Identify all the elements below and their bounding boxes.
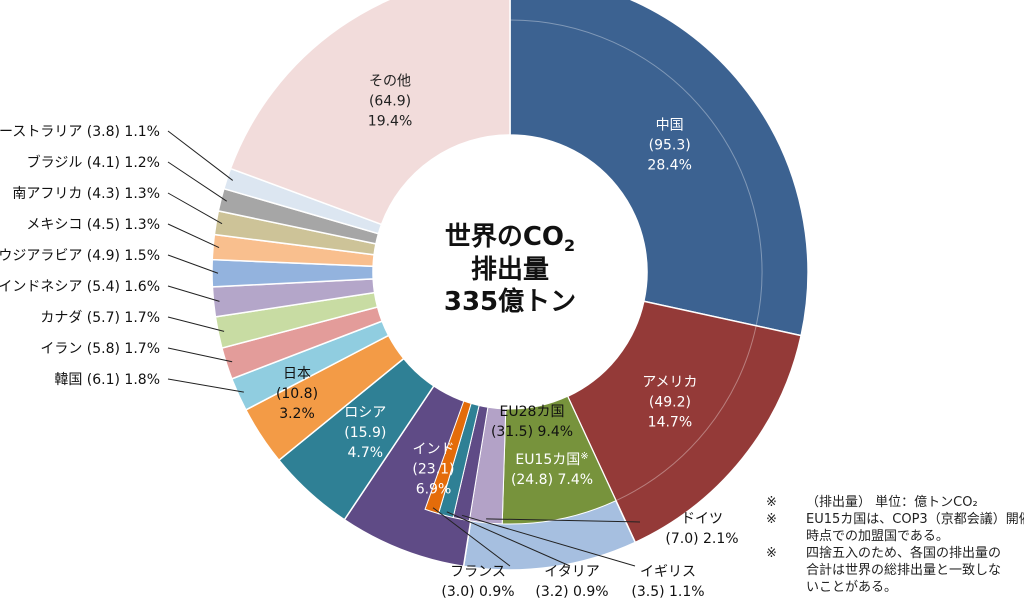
- ring-guide-1: [615, 325, 757, 502]
- left-label-0: オーストラリア (3.8) 1.1%: [0, 124, 160, 140]
- footnote-mark: ※: [766, 495, 777, 510]
- footnotes: ※ （排出量） 単位：億トンCO₂ ※ EU15カ国は、COP3（京都会議）開催…: [766, 494, 1024, 615]
- leader-line-inner-1: [486, 518, 641, 523]
- left-label-1: ブラジル (4.1) 1.2%: [27, 154, 160, 171]
- left-label-6: カナダ (5.7) 1.7%: [40, 310, 160, 326]
- ring-guide-0: [509, 19, 763, 326]
- inner-label-0: EU15カ国※ (24.8) 7.4%: [511, 451, 593, 488]
- leader-line-49-4: [167, 254, 219, 274]
- footnote-mark: ※: [766, 512, 777, 527]
- inner-label-1: ドイツ(7.0) 2.1%: [665, 511, 738, 547]
- inner-slice-4: [424, 400, 472, 515]
- inner-label-4: フランス(3.0) 0.9%: [441, 564, 514, 600]
- slice-15: [229, 0, 511, 226]
- slice-label-15: その他(64.9) 19.4%: [368, 74, 412, 130]
- left-label-5: インドネシア (5.4) 1.6%: [0, 279, 160, 295]
- footnote-mark: ※: [766, 546, 777, 561]
- center-subtitle: 排出量: [471, 255, 549, 285]
- footnote-rounding: ※ 四捨五入のため、各国の排出量の 合計は世界の総排出量と一致しな いことがある…: [766, 545, 1024, 596]
- footnote-eu15: ※ EU15カ国は、COP3（京都会議）開催 時点での加盟国である。: [766, 511, 1024, 545]
- footnote-line: （排出量） 単位：億トンCO₂: [806, 495, 978, 510]
- inner-label-3: イタリア(3.2) 0.9%: [535, 564, 608, 600]
- left-label-2: 南アフリカ (4.3) 1.3%: [12, 186, 160, 202]
- leader-line-61-8: [167, 378, 244, 393]
- slice-label-1: アメリカ(49.2) 14.7%: [642, 374, 697, 430]
- left-label-4: サウジアラビア (4.9) 1.5%: [0, 248, 160, 264]
- footnote-line: 時点での加盟国である。: [806, 529, 949, 544]
- leader-line-inner-4: [432, 507, 511, 567]
- leader-line-58-7: [167, 347, 233, 363]
- leader-line-45-3: [167, 223, 220, 248]
- slice-label-5: 日本(10.8) 3.2%: [276, 366, 318, 422]
- center-total: 335億トン: [444, 287, 576, 317]
- slice-label-4: ロシア(15.9) 4.7%: [344, 405, 386, 461]
- slice-label-0: 中国(95.3) 28.4%: [647, 117, 691, 173]
- left-label-3: メキシコ (4.5) 1.3%: [26, 217, 160, 233]
- leader-line-inner-3: [446, 511, 571, 567]
- footnote-line: EU15カ国は、COP3（京都会議）開催: [806, 512, 1024, 527]
- leader-line-57-6: [167, 316, 225, 332]
- slice-label-3: インド(23.1) 6.9%: [412, 442, 454, 498]
- leader-line-43-2: [167, 192, 223, 225]
- inner-label-2: イギリス(3.5) 1.1%: [631, 564, 704, 600]
- left-label-8: 韓国 (6.1) 1.8%: [54, 372, 160, 388]
- slice-label-2: EU28カ国(31.5) 9.4%: [491, 404, 573, 440]
- footnote-line: 合計は世界の総排出量と一致しな: [806, 563, 1002, 578]
- leader-line-41-1: [167, 161, 227, 202]
- slice-1: [566, 300, 803, 544]
- left-label-7: イラン (5.8) 1.7%: [40, 341, 160, 357]
- leader-line-54-5: [167, 285, 220, 302]
- footnote-unit: ※ （排出量） 単位：億トンCO₂: [766, 494, 1024, 511]
- slice-0: [509, 0, 809, 337]
- footnote-line: いことがある。: [806, 580, 898, 595]
- footnote-line: 四捨五入のため、各国の排出量の: [806, 546, 1002, 561]
- center-title: 世界のCO2: [445, 222, 575, 255]
- leader-line-38-0: [167, 130, 234, 181]
- leader-line-inner-2: [461, 514, 636, 567]
